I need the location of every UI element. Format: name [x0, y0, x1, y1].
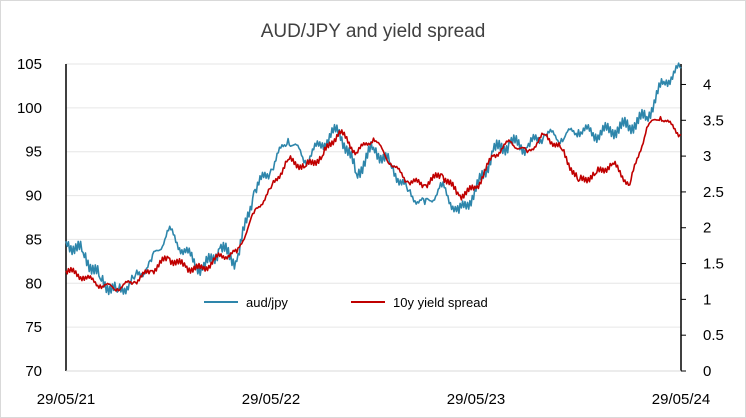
y-left-tick-label: 95 [25, 144, 42, 161]
x-tick-label: 29/05/23 [447, 391, 505, 408]
y-right-tick-label: 1 [703, 291, 711, 308]
y-right-tick-label: 2.5 [703, 184, 724, 201]
x-tick-label: 29/05/24 [652, 391, 710, 408]
chart-title: AUD/JPY and yield spread [260, 21, 486, 42]
y-right-tick-label: 4 [703, 76, 711, 93]
x-tick-labels: 29/05/21 29/05/22 29/05/23 29/05/24 [37, 391, 710, 408]
y-right-tick-labels: 0 0.5 1 1.5 2 2.5 3 3.5 4 [703, 76, 724, 380]
legend-label-1: 10y yield spread [393, 295, 488, 310]
y-left-tick-labels: 70 75 80 85 90 95 100 105 [17, 56, 42, 380]
grid-lines [66, 63, 681, 372]
x-tick-label: 29/05/21 [37, 391, 95, 408]
y-left-tick-label: 85 [25, 231, 42, 248]
y-left-tick-label: 90 [25, 188, 42, 205]
y-left-tick-label: 100 [17, 100, 42, 117]
axes [65, 64, 686, 372]
y-right-tick-label: 1.5 [703, 256, 724, 273]
y-right-tick-label: 2 [703, 220, 711, 237]
legend-label-0: aud/jpy [246, 295, 288, 310]
y-right-tick-label: 3 [703, 148, 711, 165]
y-right-tick-label: 0.5 [703, 327, 724, 344]
series-line-0 [65, 62, 682, 296]
legend: aud/jpy 10y yield spread [204, 295, 488, 310]
y-left-tick-label: 80 [25, 275, 42, 292]
series-lines [65, 62, 682, 296]
series-line-1 [65, 115, 682, 292]
y-right-tick-label: 3.5 [703, 112, 724, 129]
y-left-tick-label: 75 [25, 319, 42, 336]
x-tick-label: 29/05/22 [242, 391, 300, 408]
y-right-tick-label: 0 [703, 363, 711, 380]
y-left-tick-label: 70 [25, 363, 42, 380]
y-left-tick-label: 105 [17, 56, 42, 73]
